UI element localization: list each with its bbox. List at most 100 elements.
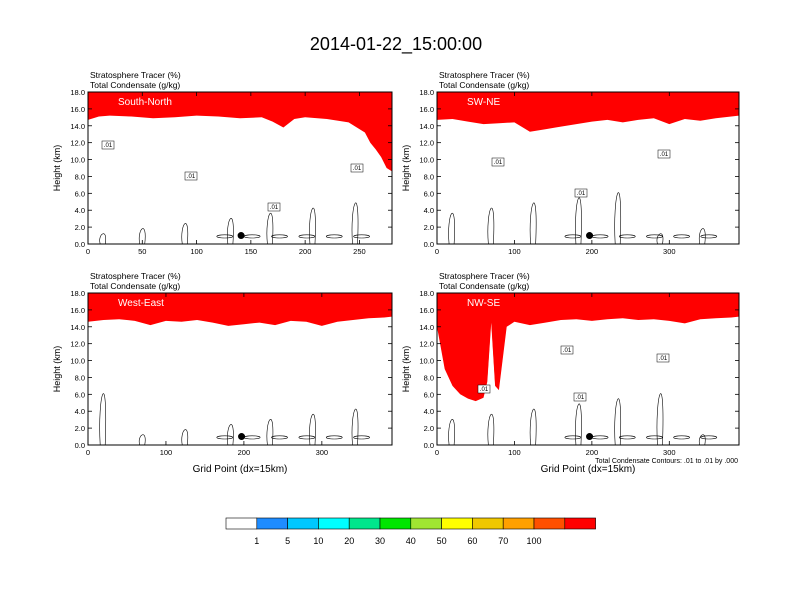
colorbar-label: 20 <box>344 536 354 546</box>
location-marker <box>238 433 246 441</box>
condensate-contour <box>487 413 495 445</box>
x-tick-label: 50 <box>138 247 146 256</box>
x-tick-label: 200 <box>299 247 312 256</box>
contour-label-box <box>574 188 588 198</box>
low-cloud-contour <box>271 234 288 239</box>
low-cloud-contour <box>564 234 582 239</box>
y-tick-label: 2.0 <box>424 424 434 433</box>
panel-header-condensate: Total Condensate (g/kg) <box>90 281 180 291</box>
x-tick-label: 200 <box>586 448 599 457</box>
panel-label: South-North <box>118 97 172 108</box>
x-tick-label: 200 <box>586 247 599 256</box>
low-cloud-contour <box>353 435 370 440</box>
x-tick-label: 0 <box>435 448 439 457</box>
y-tick-label: 18.0 <box>419 88 434 97</box>
plot-area: .01 .01 .01 .01 <box>88 92 392 244</box>
y-tick-label: 4.0 <box>75 407 85 416</box>
x-tick-label: 100 <box>160 448 173 457</box>
y-tick-label: 16.0 <box>419 306 434 315</box>
y-tick-label: 8.0 <box>75 373 85 382</box>
panel-1: Stratosphere Tracer (%)Total Condensate … <box>52 70 393 256</box>
panel-2: Stratosphere Tracer (%)Total Condensate … <box>401 70 740 256</box>
colorbar-label: 40 <box>406 536 416 546</box>
y-tick-label: 18.0 <box>70 289 85 298</box>
y-tick-label: 2.0 <box>75 223 85 232</box>
low-cloud-contour <box>646 435 663 440</box>
condensate-contour <box>266 212 274 244</box>
colorbar-cell <box>348 517 381 530</box>
colorbar-cell <box>410 517 442 530</box>
y-tick-label: 12.0 <box>419 139 434 148</box>
contour-label: .01 <box>187 174 196 180</box>
tracer-band-1 <box>437 293 739 402</box>
panel-label: SW-NE <box>467 97 500 108</box>
plot-frame <box>87 292 393 446</box>
panel-header-tracer: Stratosphere Tracer (%) <box>90 70 181 80</box>
contour-label: .01 <box>270 205 279 211</box>
low-cloud-contour <box>216 234 234 239</box>
condensate-contour <box>448 419 455 445</box>
panel-label: NW-SE <box>467 298 500 309</box>
condensate-contour <box>656 393 664 445</box>
colorbar: 1 5 10 20 30 40 50 60 70 100 <box>225 517 596 546</box>
y-tick-label: 18.0 <box>70 88 85 97</box>
y-tick-label: 0.0 <box>424 441 434 450</box>
y-tick-label: 6.0 <box>424 189 434 198</box>
contour-label-box <box>656 353 670 363</box>
y-tick-label: 6.0 <box>75 390 85 399</box>
panel-4: Stratosphere Tracer (%)Total Condensate … <box>401 271 740 475</box>
condensate-contour <box>181 429 189 445</box>
y-tick-label: 2.0 <box>424 223 434 232</box>
plot-area <box>88 293 392 445</box>
y-tick-label: 10.0 <box>419 357 434 366</box>
low-cloud-contour <box>700 234 718 239</box>
colorbar-cell <box>256 517 288 530</box>
y-axis-label: Height (km) <box>52 145 62 192</box>
condensate-contour <box>266 419 274 445</box>
contour-label-box <box>184 171 198 181</box>
condensate-contour <box>227 218 234 244</box>
condensate-contour <box>181 223 189 244</box>
y-tick-label: 4.0 <box>424 206 434 215</box>
contour-label-box <box>267 202 281 212</box>
y-axis-label: Height (km) <box>52 346 62 393</box>
contour-label: .01 <box>659 356 668 362</box>
low-cloud-contour <box>325 234 343 239</box>
x-tick-label: 0 <box>86 247 90 256</box>
y-tick-label: 16.0 <box>70 306 85 315</box>
x-tick-label: 300 <box>316 448 329 457</box>
y-tick-label: 0.0 <box>75 240 85 249</box>
contour-label: .01 <box>480 387 489 393</box>
condensate-contour <box>138 434 146 445</box>
x-tick-label: 150 <box>245 247 258 256</box>
contour-label-box <box>491 157 505 167</box>
condensate-contour <box>99 233 107 244</box>
y-tick-label: 10.0 <box>419 156 434 165</box>
contour-label: .01 <box>104 143 113 149</box>
x-tick-label: 100 <box>508 247 521 256</box>
panel-header-tracer: Stratosphere Tracer (%) <box>439 271 530 281</box>
condensate-contour <box>656 233 664 244</box>
y-tick-label: 0.0 <box>424 240 434 249</box>
condensate-contour <box>487 207 495 244</box>
tracer-band-1 <box>437 92 739 132</box>
y-tick-label: 12.0 <box>70 139 85 148</box>
plot-area: .01 .01 .01 .01 <box>437 293 739 445</box>
x-tick-label: 250 <box>353 247 366 256</box>
x-tick-label: 200 <box>238 448 251 457</box>
y-tick-label: 14.0 <box>419 122 434 131</box>
colorbar-label: 100 <box>526 536 541 546</box>
condensate-contour <box>99 393 107 445</box>
condensate-contour <box>575 197 582 244</box>
condensate-contour <box>614 192 622 244</box>
x-axis-label: Grid Point (dx=15km) <box>193 464 288 475</box>
colorbar-label: 10 <box>313 536 323 546</box>
low-cloud-contour <box>298 435 316 440</box>
y-tick-label: 4.0 <box>75 206 85 215</box>
panel-header-condensate: Total Condensate (g/kg) <box>439 281 529 291</box>
y-tick-label: 4.0 <box>424 407 434 416</box>
y-tick-label: 8.0 <box>424 373 434 382</box>
contour-label: .01 <box>563 348 572 354</box>
low-cloud-contour <box>673 234 690 239</box>
